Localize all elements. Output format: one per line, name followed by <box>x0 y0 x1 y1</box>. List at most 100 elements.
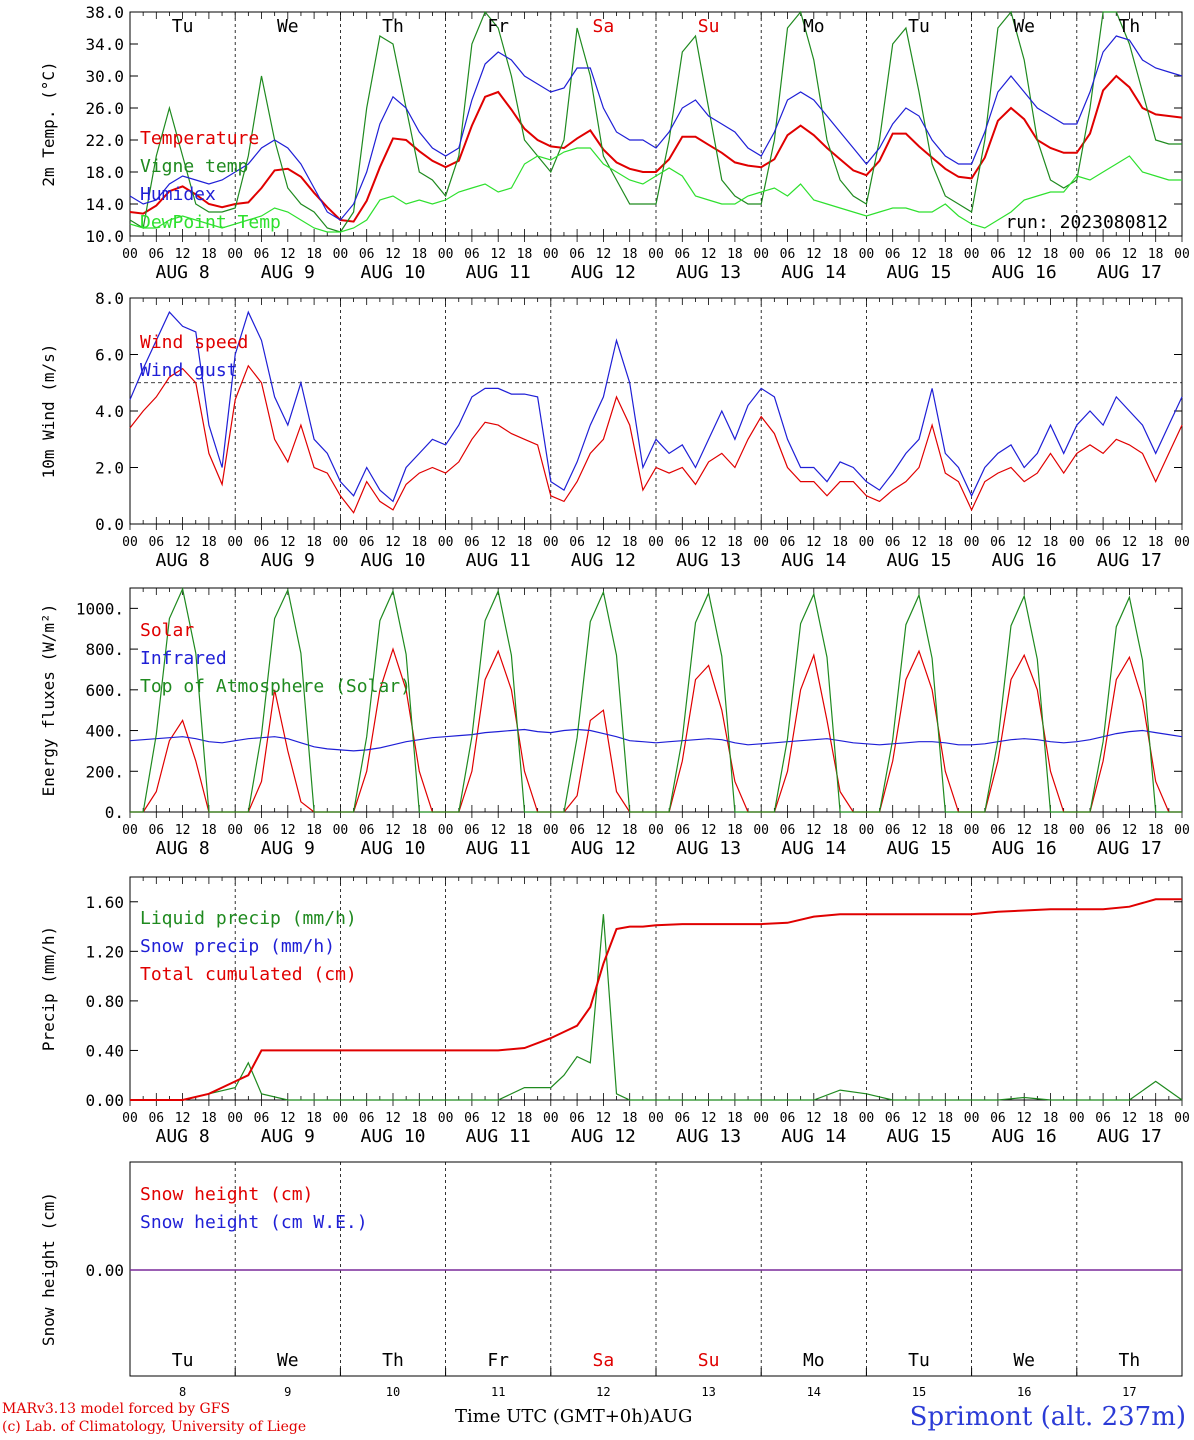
day-of-week-label: Mo <box>803 1350 825 1371</box>
hour-tick-label: 06 <box>674 823 690 838</box>
day-of-week-label: Tu <box>908 16 930 37</box>
hour-tick-label: 12 <box>596 1111 612 1126</box>
legend-entry: Solar <box>140 620 194 641</box>
station-name: Sprimont (alt. 237m) <box>909 1402 1186 1432</box>
y-tick-label: 0.00 <box>85 1091 124 1110</box>
hour-tick-label: 12 <box>701 1111 717 1126</box>
y-tick-label: 6.0 <box>95 346 124 365</box>
hour-tick-label: 12 <box>385 535 401 550</box>
y-tick-label: 200. <box>85 762 124 781</box>
hour-tick-label: 00 <box>438 247 454 262</box>
hour-tick-label: 00 <box>753 823 769 838</box>
hour-tick-label: 00 <box>859 1111 875 1126</box>
series-line <box>129 728 1183 752</box>
lab-credit: (c) Lab. of Climatology, University of L… <box>2 1419 307 1435</box>
hour-tick-label: 06 <box>990 535 1006 550</box>
day-date-label: AUG 9 <box>261 838 315 859</box>
hour-tick-label: 18 <box>1148 823 1164 838</box>
hour-tick-label: 06 <box>359 247 375 262</box>
y-tick-label: 0.40 <box>85 1041 124 1060</box>
hour-tick-label: 06 <box>569 535 585 550</box>
y-axis-label: Snow height (cm) <box>39 1192 58 1346</box>
hour-tick-label: 06 <box>569 823 585 838</box>
day-date-label: AUG 11 <box>466 1126 531 1147</box>
hour-tick-label: 12 <box>596 535 612 550</box>
hour-tick-label: 00 <box>1174 247 1190 262</box>
day-date-label: AUG 12 <box>571 1126 636 1147</box>
hour-tick-label: 18 <box>201 823 217 838</box>
y-tick-label: 22.0 <box>85 131 124 150</box>
hour-tick-label: 18 <box>937 247 953 262</box>
hour-tick-label: 12 <box>385 247 401 262</box>
panel-4 <box>129 876 1183 1106</box>
hour-tick-label: 00 <box>1069 247 1085 262</box>
hour-tick-label: 12 <box>806 247 822 262</box>
hour-tick-label: 18 <box>201 1111 217 1126</box>
hour-tick-label: 00 <box>1069 823 1085 838</box>
hour-tick-label: 18 <box>1148 1111 1164 1126</box>
day-date-label: AUG 16 <box>992 550 1057 571</box>
hour-tick-label: 18 <box>517 535 533 550</box>
hour-tick-label: 00 <box>122 823 138 838</box>
y-tick-label: 2.0 <box>95 459 124 478</box>
hour-tick-label: 12 <box>1122 535 1138 550</box>
hour-tick-label: 18 <box>201 535 217 550</box>
hour-tick-label: 12 <box>1122 1111 1138 1126</box>
hour-tick-label: 00 <box>753 1111 769 1126</box>
y-tick-label: 8.0 <box>95 289 124 308</box>
hour-tick-label: 12 <box>806 535 822 550</box>
day-date-label: AUG 9 <box>261 1126 315 1147</box>
day-of-week-label: Th <box>382 16 404 37</box>
hour-tick-label: 06 <box>1095 823 1111 838</box>
day-date-label: AUG 11 <box>466 838 531 859</box>
hour-tick-label: 12 <box>596 247 612 262</box>
hour-tick-label: 00 <box>333 1111 349 1126</box>
hour-tick-label: 18 <box>1043 1111 1059 1126</box>
hour-tick-label: 06 <box>780 535 796 550</box>
day-of-week-label: Th <box>1119 1350 1141 1371</box>
hour-tick-label: 00 <box>438 535 454 550</box>
legend-entry: Temperature <box>140 128 259 149</box>
run-label: run: 2023080812 <box>1005 212 1168 233</box>
day-date-label: AUG 15 <box>886 838 951 859</box>
hour-tick-label: 12 <box>280 535 296 550</box>
hour-tick-label: 00 <box>333 823 349 838</box>
day-of-week-label: Th <box>382 1350 404 1371</box>
panel-5 <box>129 1161 1183 1377</box>
y-axis-label: 10m Wind (m/s) <box>39 344 58 479</box>
hour-tick-label: 12 <box>911 1111 927 1126</box>
hour-tick-label: 18 <box>517 247 533 262</box>
hour-tick-label: 00 <box>753 535 769 550</box>
series-line <box>129 10 1182 233</box>
hour-tick-label: 18 <box>1148 247 1164 262</box>
hour-tick-label: 18 <box>201 247 217 262</box>
y-tick-label: 30.0 <box>85 67 124 86</box>
y-tick-label: 18.0 <box>85 163 124 182</box>
hour-tick-label: 18 <box>937 823 953 838</box>
hour-tick-label: 06 <box>148 1111 164 1126</box>
day-date-label: AUG 16 <box>992 838 1057 859</box>
day-of-week-label: Tu <box>172 16 194 37</box>
day-date-label: AUG 9 <box>261 262 315 283</box>
day-date-label: AUG 12 <box>571 550 636 571</box>
day-date-label: AUG 12 <box>571 262 636 283</box>
y-tick-label: 400. <box>85 722 124 741</box>
hour-tick-label: 00 <box>543 823 559 838</box>
hour-tick-label: 12 <box>280 823 296 838</box>
hour-tick-label: 12 <box>701 823 717 838</box>
y-tick-label: 1.20 <box>85 942 124 961</box>
hour-tick-label: 12 <box>911 535 927 550</box>
x-axis-title: Time UTC (GMT+0h)AUG <box>455 1406 693 1427</box>
hour-tick-label: 00 <box>227 823 243 838</box>
hour-tick-label: 00 <box>1069 1111 1085 1126</box>
y-tick-label: 38.0 <box>85 3 124 22</box>
day-date-label: AUG 14 <box>781 1126 846 1147</box>
day-date-label: AUG 12 <box>571 838 636 859</box>
series-line <box>130 587 1182 813</box>
y-tick-label: 0. <box>105 803 124 822</box>
day-number-label: 10 <box>386 1385 400 1399</box>
hour-tick-label: 12 <box>701 247 717 262</box>
hour-tick-label: 00 <box>753 247 769 262</box>
hour-tick-label: 18 <box>1043 823 1059 838</box>
day-date-label: AUG 8 <box>156 1126 210 1147</box>
